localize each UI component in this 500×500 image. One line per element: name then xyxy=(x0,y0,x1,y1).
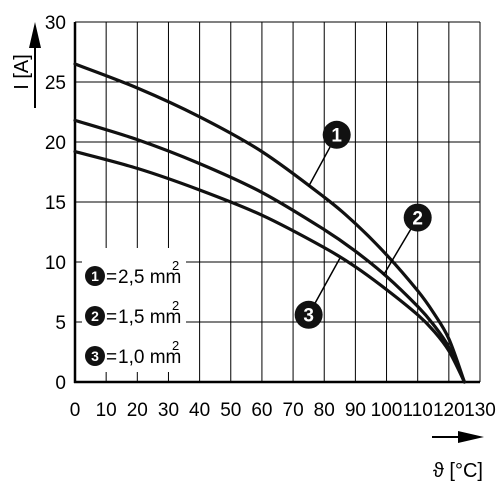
legend-equals: = xyxy=(106,267,117,288)
y-tick-label: 0 xyxy=(55,373,66,394)
y-tick-label: 25 xyxy=(45,73,66,94)
callout-badge-2-number: 2 xyxy=(412,208,423,229)
callout-badge-1-number: 1 xyxy=(331,126,342,147)
legend-superscript-2: 2 xyxy=(172,298,179,313)
callout-badge-3-circle xyxy=(294,300,323,329)
series-curve-1 xyxy=(73,62,467,384)
x-tick-label: 30 xyxy=(158,400,179,421)
legend-badge-1-number: 1 xyxy=(91,268,99,284)
x-tick-label: 90 xyxy=(345,400,366,421)
legend-superscript-1: 2 xyxy=(172,258,179,273)
x-tick-label: 0 xyxy=(70,400,81,421)
legend-superscript-3: 2 xyxy=(172,338,179,353)
x-tick-label: 50 xyxy=(220,400,241,421)
callout-badge-3-number: 3 xyxy=(303,306,314,327)
callout-badge-1-circle xyxy=(322,120,351,149)
legend-label-2: 1,5 mm xyxy=(118,307,181,328)
x-tick-label: 80 xyxy=(314,400,335,421)
y-axis-label: I [A] xyxy=(11,54,33,90)
x-tick-label: 120 xyxy=(433,400,465,421)
x-tick-label: 110 xyxy=(403,400,433,421)
x-tick-label: 130 xyxy=(464,400,496,421)
x-tick-label: 40 xyxy=(189,400,210,421)
legend-badge-2-circle xyxy=(85,306,105,326)
x-tick-label: 70 xyxy=(283,400,304,421)
x-tick-labels: 0 10 20 30 40 50 60 70 80 90 100 110 120 130 xyxy=(70,400,496,421)
series-curve-3 xyxy=(73,150,467,384)
y-tick-labels: 0 5 10 15 20 25 30 xyxy=(45,13,66,394)
callout-badge-2-circle xyxy=(403,203,432,232)
x-tick-label: 100 xyxy=(371,400,403,421)
y-tick-label: 10 xyxy=(45,253,66,274)
legend-label-1: 2,5 mm xyxy=(118,267,181,288)
y-tick-label: 30 xyxy=(45,13,66,34)
series-curve-2 xyxy=(73,118,467,384)
y-tick-label: 5 xyxy=(55,313,66,334)
legend-label-3: 1,0 mm xyxy=(118,347,181,368)
callouts: 1 2 3 xyxy=(294,120,432,329)
y-tick-label: 15 xyxy=(45,193,66,214)
y-tick-label: 20 xyxy=(45,133,66,154)
x-tick-label: 10 xyxy=(96,400,117,421)
curves xyxy=(73,62,467,384)
legend-badge-3-circle xyxy=(85,346,105,366)
x-axis-label: ϑ [°C] xyxy=(433,460,483,482)
x-axis-arrow-head xyxy=(458,431,484,443)
x-tick-label: 20 xyxy=(127,400,148,421)
x-axis-title: ϑ [°C] xyxy=(432,431,484,482)
legend-badge-3-number: 3 xyxy=(91,348,99,364)
y-axis-title: I [A] xyxy=(11,22,41,108)
legend-badge-2-number: 2 xyxy=(91,308,99,324)
legend-equals: = xyxy=(106,307,117,328)
legend-badge-1-circle xyxy=(85,266,105,286)
x-tick-label: 60 xyxy=(251,400,272,421)
y-axis-arrow-head xyxy=(29,22,41,48)
legend-equals: = xyxy=(106,347,117,368)
